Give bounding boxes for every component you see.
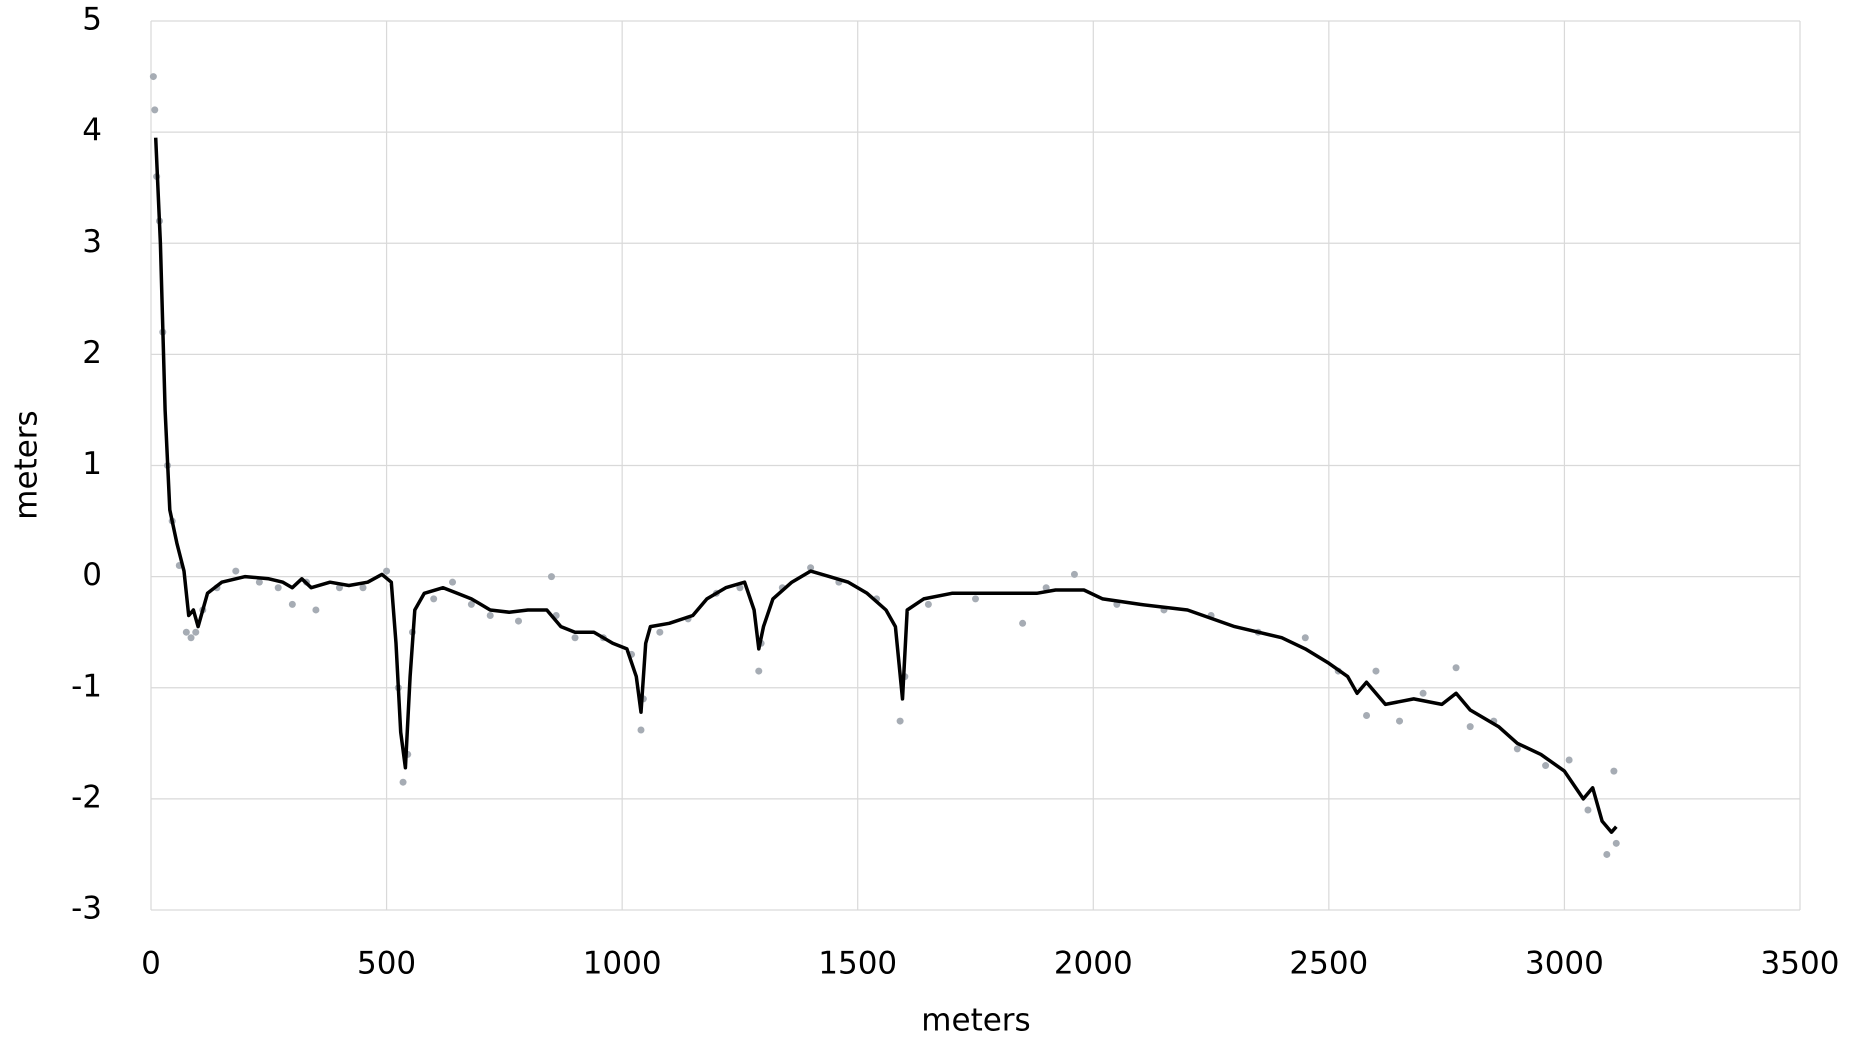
data-point <box>335 584 343 592</box>
data-point <box>656 628 664 636</box>
x-tick-label: 0 <box>141 946 161 982</box>
x-tick-label: 3000 <box>1525 946 1604 982</box>
data-point <box>924 600 932 608</box>
data-point <box>1070 570 1078 578</box>
data-point <box>232 567 240 575</box>
data-point <box>1542 762 1550 770</box>
y-tick-label: 4 <box>82 113 102 149</box>
y-tick-label: 2 <box>82 335 102 371</box>
data-point <box>637 726 645 734</box>
data-point <box>312 606 320 614</box>
data-point <box>1419 689 1427 697</box>
data-point <box>1396 717 1404 725</box>
data-point <box>187 634 195 642</box>
data-point <box>1565 756 1573 764</box>
data-line <box>153 137 1618 834</box>
data-point <box>1363 712 1371 720</box>
x-tick-label: 2500 <box>1289 946 1368 982</box>
data-point <box>192 628 200 636</box>
data-point <box>807 564 815 572</box>
x-tick-label: 2000 <box>1054 946 1133 982</box>
y-tick-label: 5 <box>82 2 102 38</box>
y-tick-label: 3 <box>82 224 102 260</box>
y-tick-label: 1 <box>82 446 102 482</box>
data-point <box>514 617 522 625</box>
data-point <box>1019 619 1027 627</box>
x-axis-title: meters <box>921 1003 1030 1039</box>
data-point <box>182 628 190 636</box>
y-tick-label: -3 <box>71 891 102 927</box>
data-point <box>430 595 438 603</box>
data-point <box>274 584 282 592</box>
data-point <box>1584 806 1592 814</box>
data-point <box>1610 767 1618 775</box>
data-point <box>449 578 457 586</box>
y-tick-label: 0 <box>82 557 102 593</box>
y-axis-title: meters <box>9 410 45 519</box>
x-tick-label: 1500 <box>818 946 897 982</box>
x-tick-label: 3500 <box>1761 946 1840 982</box>
x-tick-label: 1000 <box>583 946 662 982</box>
data-point <box>1513 745 1521 753</box>
data-point <box>149 73 157 81</box>
y-tick-label: -1 <box>71 668 102 704</box>
data-point <box>1466 723 1474 731</box>
x-tick-label: 500 <box>357 946 416 982</box>
data-point <box>486 612 494 620</box>
data-point <box>736 584 744 592</box>
data-point <box>399 778 407 786</box>
data-point <box>1603 850 1611 858</box>
data-point <box>383 567 391 575</box>
data-point <box>755 667 763 675</box>
data-point <box>547 573 555 581</box>
data-point <box>1372 667 1380 675</box>
data-point <box>288 600 296 608</box>
y-tick-label: -2 <box>71 779 102 815</box>
data-point <box>255 578 263 586</box>
data-point <box>1452 664 1460 672</box>
data-point <box>151 106 159 114</box>
data-point <box>359 584 367 592</box>
data-point <box>972 595 979 603</box>
data-point <box>1301 634 1309 642</box>
data-point <box>896 717 904 725</box>
data-point <box>1042 584 1050 592</box>
data-point <box>1612 839 1620 847</box>
data-point <box>467 600 475 608</box>
data-point <box>571 634 579 642</box>
